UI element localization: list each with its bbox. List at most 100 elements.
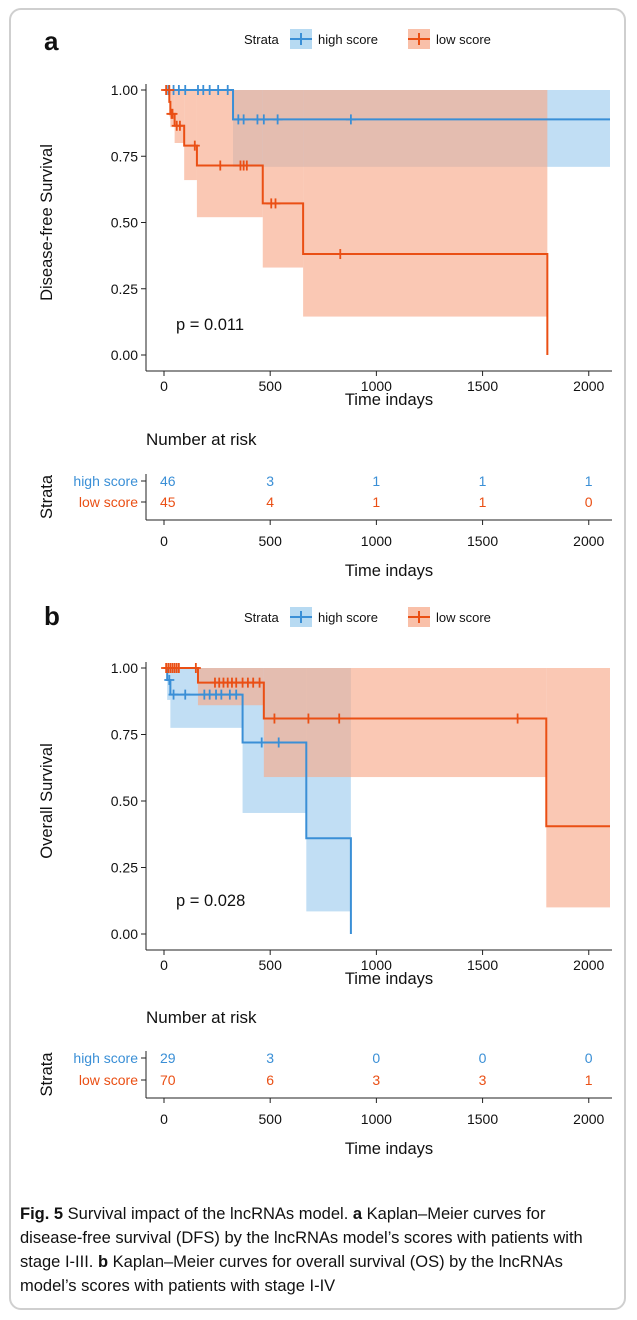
risk-count: 6 [266,1072,274,1088]
risk-count: 46 [160,473,176,489]
y-tick-label: 1.00 [111,660,138,676]
censor-mark [167,108,178,119]
risk-count: 4 [266,494,274,510]
legend-item-low-score: low score [408,607,491,627]
censor-mark [180,689,191,700]
x-tick-label: 500 [259,378,283,394]
legend-item-high-score: high score [290,29,378,49]
risk-x-axis-label: Time indays [345,1140,433,1158]
caption-part-a-label: a [352,1205,363,1223]
censor-mark [272,114,283,125]
risk-x-tick-label: 0 [160,1111,168,1127]
censor-mark [168,689,179,700]
censor-mark [512,713,523,724]
p-value: p = 0.028 [176,892,245,910]
censor-mark [213,85,224,95]
ci-band-low-score [170,90,175,128]
km-panel-b: b Strata high score low score0.000.250.500.… [38,601,612,1158]
risk-x-tick-label: 0 [160,533,168,549]
ci-band-low-score [303,90,548,317]
legend-label: high score [318,32,378,47]
risk-count: 3 [266,1050,274,1066]
censor-mark [164,85,175,95]
risk-x-axis-label: Time indays [345,562,433,580]
censor-mark [222,85,233,95]
legend-title: Strata [244,610,279,625]
risk-count: 29 [160,1050,176,1066]
caption-part-a-text: Kaplan–Meier curves for disease-free sur… [20,1205,583,1271]
x-tick-label: 2000 [573,378,604,394]
legend-title: Strata [244,32,279,47]
axes: 0.00 0.25 0.50 0.75 1.00 0 500 1000 1500 2000 Time… [38,82,612,409]
risk-row-label: high score [73,473,138,489]
risk-table-title: Number at risk [146,430,257,449]
censor-mark [256,737,267,748]
x-tick-label: 2000 [573,957,604,973]
survival-curve-high-score [164,667,352,934]
y-tick-label: 0.50 [111,793,138,809]
x-tick-label: 1000 [361,378,392,394]
censor-mark [164,674,175,685]
x-axis-label: Time indays [345,391,433,409]
risk-count: 1 [372,494,380,510]
risk-row-label: low score [79,494,138,510]
risk-x-tick-label: 500 [259,1111,283,1127]
x-tick-label: 1500 [467,378,498,394]
y-tick-label: 0.25 [111,860,138,876]
risk-count: 45 [160,494,176,510]
censor-mark [216,689,227,700]
y-tick-label: 1.00 [111,82,138,98]
figure-caption: Fig. 5 Survival impact of the lncRNAs mo… [20,1202,610,1298]
censor-mark [335,249,346,260]
ci-band-low-score [263,668,547,778]
ci-band-low-score [262,90,304,268]
panel-label: b [44,601,60,631]
censor-mark [273,737,284,748]
censor-mark [231,689,242,700]
censor-mark [238,114,249,125]
censor-mark [174,120,185,131]
risk-table: Number at risk high score 46 3 1 1 1 low score 4… [38,430,612,580]
censor-mark [334,713,345,724]
survival-curve-low-score [164,89,549,355]
ci-band-low-score [184,90,197,181]
p-value: p = 0.011 [176,316,244,334]
y-tick-label: 0.75 [111,148,138,164]
risk-count: 1 [479,494,487,510]
risk-x-tick-label: 1000 [361,1111,392,1127]
risk-count: 1 [479,473,487,489]
risk-y-axis-label: Strata [38,474,56,519]
censor-mark [270,198,281,209]
legend: Strata high score low score [244,607,491,627]
ci-band-low-score [174,90,185,143]
censor-mark [241,160,252,171]
risk-count: 3 [372,1072,380,1088]
censor-mark [269,713,280,724]
panel-label: a [44,26,59,56]
risk-count: 1 [585,1072,593,1088]
censor-mark [173,663,184,673]
risk-count: 3 [479,1072,487,1088]
risk-row-label: high score [73,1050,138,1066]
x-axis-label: Time indays [345,970,433,988]
risk-y-axis-label: Strata [38,1052,56,1097]
risk-x-tick-label: 2000 [573,533,604,549]
caption-intro: Survival impact of the lncRNAs model. [63,1205,353,1223]
km-panel-a: a Strata high score low score0.000.250.500.… [38,26,612,580]
x-tick-label: 1500 [467,957,498,973]
risk-count: 1 [372,473,380,489]
risk-x-tick-label: 1000 [361,533,392,549]
ci-band-low-score [196,90,263,218]
censor-mark [189,140,200,151]
censor-mark [254,677,265,688]
caption-part-b-text: Kaplan–Meier curves for overall survival… [20,1253,563,1295]
censor-mark [303,713,314,724]
risk-count: 0 [585,494,593,510]
legend-label: low score [436,610,491,625]
ci-band-low-score [546,668,610,908]
censor-mark [204,85,215,95]
legend-label: low score [436,32,491,47]
risk-count: 0 [479,1050,487,1066]
censor-mark [345,114,356,125]
x-tick-label: 500 [259,957,283,973]
